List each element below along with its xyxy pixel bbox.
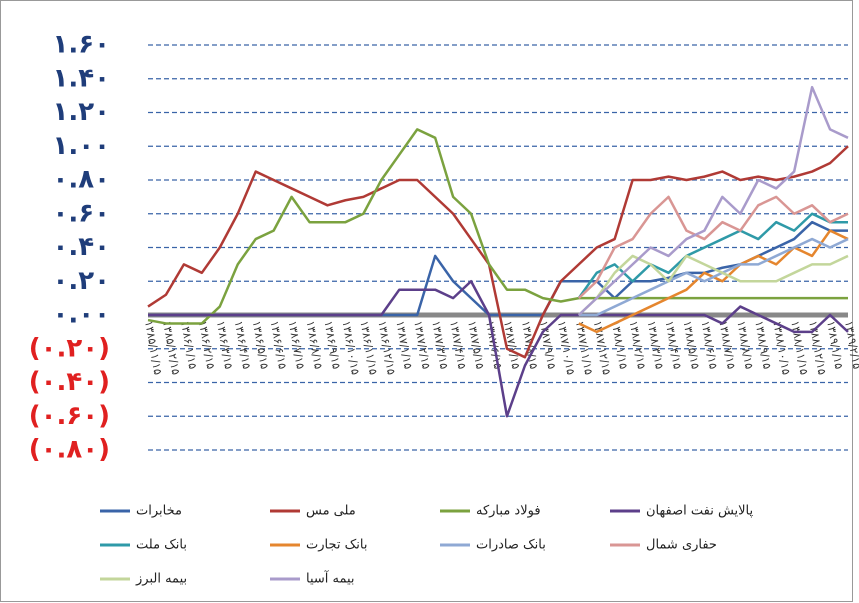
series-line [148, 280, 849, 418]
legend-label: بانک تجارت [306, 538, 367, 553]
y-tick-label: ۰.۰۰ [53, 300, 110, 330]
series-line [577, 195, 849, 300]
y-tick-label: ۱.۰۰ [53, 131, 110, 161]
y-tick-label: ۰.۴۰ [53, 232, 110, 262]
legend-label: مخابرات [136, 504, 182, 519]
legend-label: فولاد مبارکه [476, 504, 541, 519]
y-tick-label: ۰.۸۰ [53, 165, 110, 195]
legend-label: حفاری شمال [646, 538, 717, 553]
series-line [578, 237, 849, 317]
series-line [147, 128, 848, 325]
y-tick-label: (۰.۲۰) [29, 333, 110, 363]
y-tick-label: ۱.۶۰ [53, 30, 110, 60]
y-tick-label: ۰.۶۰ [53, 198, 110, 228]
legend-label: بانک ملت [136, 538, 187, 553]
legend-label: بیمه آسیا [306, 570, 355, 587]
series-line [577, 254, 849, 316]
legend-label: پالایش نفت اصفهان [646, 504, 754, 519]
y-tick-label: (۰.۸۰) [29, 435, 110, 465]
series-line [147, 145, 849, 359]
y-tick-label: ۰.۲۰ [53, 266, 110, 296]
legend-label: ملی مس [306, 504, 356, 519]
series-line [577, 85, 849, 316]
y-tick-label: (۰.۴۰) [29, 367, 110, 397]
y-tick-label: (۰.۶۰) [29, 401, 110, 431]
legend-label: بیمه البرز [135, 572, 187, 587]
legend-label: بانک صادرات [476, 538, 546, 553]
y-tick-label: ۱.۴۰ [53, 63, 110, 93]
y-tick-label: ۱.۲۰ [53, 97, 110, 127]
